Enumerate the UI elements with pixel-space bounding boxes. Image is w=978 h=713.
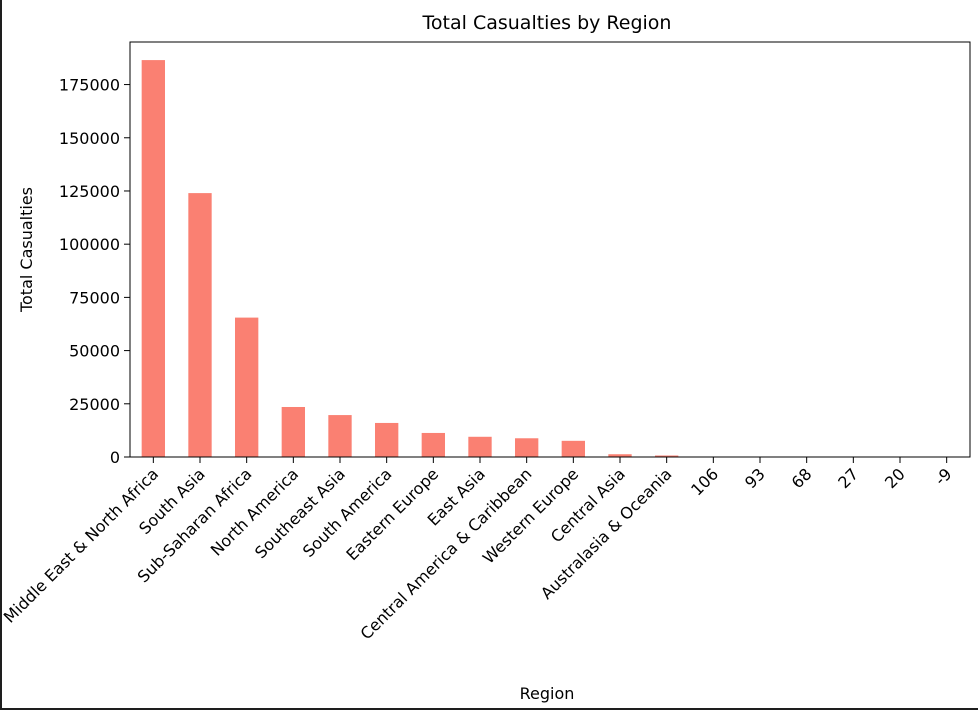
bar xyxy=(375,423,398,457)
bar xyxy=(282,407,305,457)
x-tick-label: Central America & Caribbean xyxy=(357,464,536,643)
y-tick-label: 150000 xyxy=(59,129,120,148)
x-tick-label: 106 xyxy=(687,464,722,499)
x-axis-label: Region xyxy=(520,684,575,703)
y-tick-label: 50000 xyxy=(69,342,120,361)
bar xyxy=(142,60,165,457)
bar xyxy=(515,438,538,457)
y-tick-label: 125000 xyxy=(59,182,120,201)
x-tick-label: 68 xyxy=(788,464,816,492)
y-tick-label: 25000 xyxy=(69,395,120,414)
bar xyxy=(235,318,258,457)
x-tick-label: -9 xyxy=(931,464,956,489)
bar xyxy=(468,437,491,457)
y-axis-label: Total Casualties xyxy=(17,187,36,313)
y-tick-label: 175000 xyxy=(59,76,120,95)
bar xyxy=(562,441,585,457)
y-tick-label: 100000 xyxy=(59,235,120,254)
bar xyxy=(328,415,351,457)
y-ticks-group: 0 25000 50000 75000 100000 125000 150000 175000 xyxy=(59,76,130,467)
x-tick-label: 93 xyxy=(741,464,769,492)
x-tick-label: Middle East & North Africa xyxy=(2,464,162,626)
chart-title: Total Casualties by Region xyxy=(422,12,672,34)
x-tick-label: 27 xyxy=(834,464,862,492)
y-tick-label: 75000 xyxy=(69,288,120,307)
x-tick-label: 20 xyxy=(881,464,909,492)
bars-group xyxy=(142,60,959,457)
y-tick-label: 0 xyxy=(110,448,120,467)
bar xyxy=(422,433,445,457)
bar xyxy=(188,193,211,457)
